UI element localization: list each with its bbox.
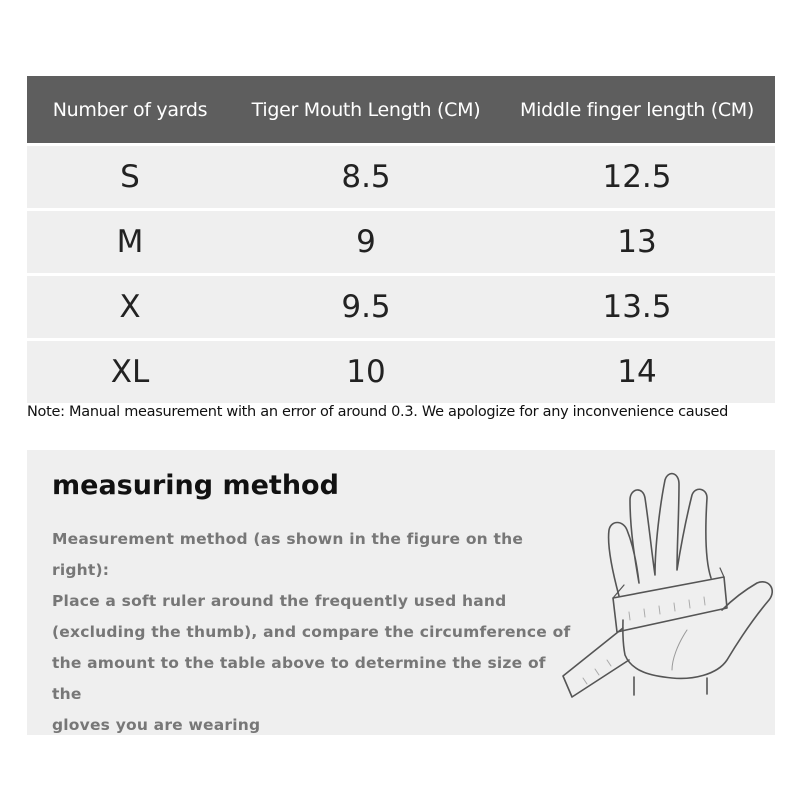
table-row: X 9.5 13.5 — [27, 276, 775, 338]
header-middle-finger: Middle finger length (CM) — [520, 98, 754, 121]
cell-size: S — [120, 159, 140, 195]
cell-middle-finger: 12.5 — [602, 159, 672, 195]
method-title: measuring method — [52, 470, 339, 501]
cell-tiger-mouth: 8.5 — [341, 159, 391, 195]
method-line: Measurement method (as shown in the figu… — [52, 530, 524, 579]
method-line: the amount to the table above to determi… — [52, 654, 546, 703]
cell-tiger-mouth: 10 — [346, 354, 386, 390]
size-table: Number of yards Tiger Mouth Length (CM) … — [27, 76, 775, 403]
table-row: M 9 13 — [27, 211, 775, 273]
table-row: S 8.5 12.5 — [27, 146, 775, 208]
measurement-note: Note: Manual measurement with an error o… — [27, 404, 728, 420]
table-header: Number of yards Tiger Mouth Length (CM) … — [27, 76, 775, 143]
method-line: Place a soft ruler around the frequently… — [52, 592, 507, 610]
cell-middle-finger: 14 — [617, 354, 657, 390]
hand-measuring-tape-icon — [562, 472, 773, 698]
cell-size: M — [116, 224, 144, 260]
measuring-method-panel: measuring method Measurement method (as … — [27, 450, 775, 735]
cell-middle-finger: 13 — [617, 224, 657, 260]
method-description: Measurement method (as shown in the figu… — [52, 524, 572, 741]
cell-tiger-mouth: 9 — [356, 224, 376, 260]
header-size: Number of yards — [52, 98, 208, 121]
table-row: XL 10 14 — [27, 341, 775, 403]
cell-size: XL — [110, 354, 150, 390]
cell-tiger-mouth: 9.5 — [341, 289, 391, 325]
header-tiger-mouth: Tiger Mouth Length (CM) — [251, 98, 481, 121]
method-line: gloves you are wearing — [52, 716, 261, 734]
method-line: (excluding the thumb), and compare the c… — [52, 623, 571, 641]
cell-size: X — [119, 289, 141, 325]
cell-middle-finger: 13.5 — [602, 289, 672, 325]
